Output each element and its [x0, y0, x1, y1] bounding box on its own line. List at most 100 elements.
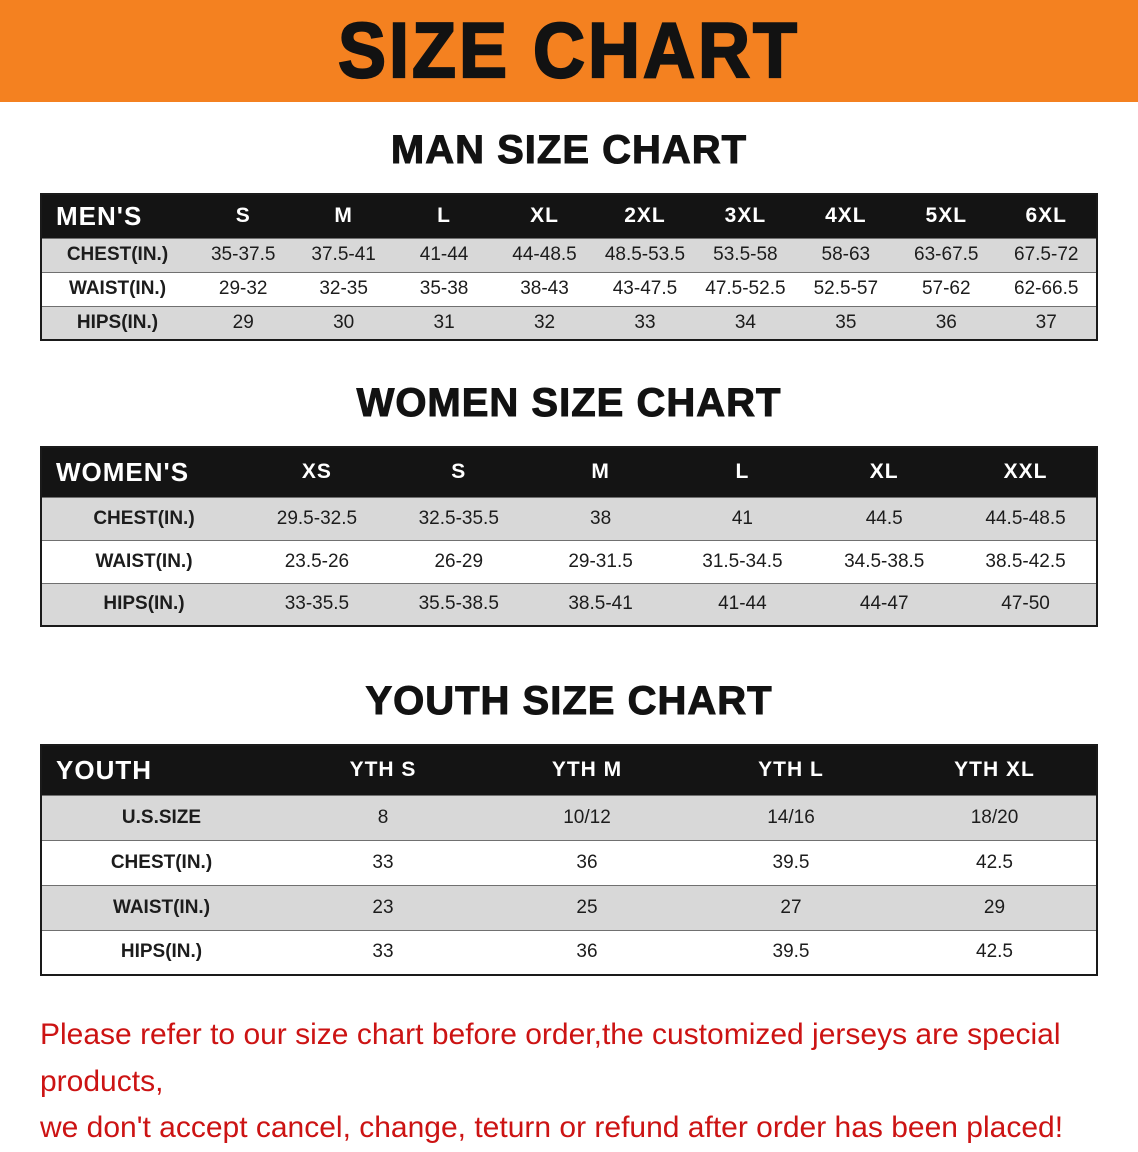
table-row: HIPS(IN.) 33-35.5 35.5-38.5 38.5-41 41-44 44-… — [41, 582, 1097, 627]
size-column-header: 3XL — [695, 194, 796, 238]
size-value-cell: 32 — [494, 305, 595, 341]
size-value-cell: 29-31.5 — [529, 539, 672, 584]
size-value-cell: 32-35 — [293, 271, 394, 307]
size-value-cell: 42.5 — [893, 929, 1097, 976]
size-value-cell: 34 — [695, 305, 796, 341]
table-row: WAIST(IN.) 29-32 32-35 35-38 38-43 43-47.5 47.… — [41, 271, 1097, 307]
size-chart-banner: SIZE CHART — [0, 0, 1138, 102]
size-column-header: YTH S — [281, 745, 485, 795]
size-value-cell: 14/16 — [689, 794, 893, 841]
size-value-cell: 38-43 — [494, 271, 595, 307]
size-value-cell: 38 — [529, 496, 672, 541]
table-corner-label: MEN'S — [41, 194, 193, 238]
size-column-header: L — [671, 447, 814, 497]
size-value-cell: 29-32 — [193, 271, 294, 307]
size-column-header: M — [529, 447, 672, 497]
size-value-cell: 23 — [281, 884, 485, 931]
table-header-row: YOUTH YTH S YTH M YTH L YTH XL — [41, 745, 1097, 795]
table-corner-label: WOMEN'S — [41, 447, 246, 497]
size-value-cell: 29 — [193, 305, 294, 341]
size-column-header: XXL — [955, 447, 1097, 497]
man-size-chart-heading: MAN SIZE CHART — [390, 128, 748, 173]
disclaimer-line-2: we don't accept cancel, change, teturn o… — [40, 1111, 1064, 1144]
size-column-header: XL — [494, 194, 595, 238]
row-label: CHEST(IN.) — [41, 839, 281, 886]
table-row: CHEST(IN.) 29.5-32.5 32.5-35.5 38 41 44.5 44.5… — [41, 496, 1097, 541]
size-value-cell: 44-48.5 — [494, 237, 595, 273]
row-label: WAIST(IN.) — [41, 884, 281, 931]
size-column-header: YTH L — [689, 745, 893, 795]
size-value-cell: 29.5-32.5 — [246, 496, 388, 541]
size-value-cell: 33 — [281, 839, 485, 886]
row-label: CHEST(IN.) — [41, 496, 246, 541]
size-value-cell: 35 — [795, 305, 897, 341]
size-value-cell: 30 — [293, 305, 394, 341]
size-value-cell: 39.5 — [689, 839, 893, 886]
size-column-header: XS — [246, 447, 388, 497]
size-value-cell: 23.5-26 — [246, 539, 388, 584]
size-value-cell: 36 — [896, 305, 997, 341]
size-value-cell: 62-66.5 — [996, 271, 1097, 307]
size-value-cell: 37.5-41 — [293, 237, 394, 273]
size-column-header: M — [293, 194, 394, 238]
mens-size-table: MEN'S S M L XL 2XL 3XL 4XL 5XL 6XL CHEST(IN.) 35-37… — [40, 193, 1098, 341]
size-value-cell: 31.5-34.5 — [671, 539, 814, 584]
size-value-cell: 32.5-35.5 — [387, 496, 530, 541]
size-value-cell: 41-44 — [671, 582, 814, 627]
size-value-cell: 33 — [281, 929, 485, 976]
size-value-cell: 26-29 — [387, 539, 530, 584]
size-value-cell: 35.5-38.5 — [387, 582, 530, 627]
youth-size-chart-heading: YOUTH SIZE CHART — [365, 679, 773, 724]
row-label: HIPS(IN.) — [41, 929, 281, 976]
table-header-row: MEN'S S M L XL 2XL 3XL 4XL 5XL 6XL — [41, 194, 1097, 238]
size-value-cell: 18/20 — [893, 794, 1097, 841]
table-row: HIPS(IN.) 33 36 39.5 42.5 — [41, 929, 1097, 976]
size-value-cell: 31 — [393, 305, 495, 341]
size-column-header: 2XL — [594, 194, 696, 238]
size-column-header: L — [393, 194, 495, 238]
size-column-header: YTH M — [485, 745, 689, 795]
size-value-cell: 38.5-42.5 — [955, 539, 1097, 584]
size-value-cell: 48.5-53.5 — [594, 237, 696, 273]
row-label: HIPS(IN.) — [41, 582, 246, 627]
size-value-cell: 47.5-52.5 — [695, 271, 796, 307]
table-row: U.S.SIZE 8 10/12 14/16 18/20 — [41, 794, 1097, 841]
size-value-cell: 39.5 — [689, 929, 893, 976]
size-column-header: YTH XL — [893, 745, 1097, 795]
womens-size-table: WOMEN'S XS S M L XL XXL CHEST(IN.) 29.5-32.5 32.5… — [40, 446, 1098, 627]
size-value-cell: 53.5-58 — [695, 237, 796, 273]
size-column-header: XL — [813, 447, 956, 497]
size-value-cell: 42.5 — [893, 839, 1097, 886]
size-value-cell: 25 — [485, 884, 689, 931]
size-column-header: 5XL — [896, 194, 997, 238]
size-value-cell: 35-37.5 — [193, 237, 294, 273]
youth-size-table: YOUTH YTH S YTH M YTH L YTH XL U.S.SIZE 8 10/12… — [40, 744, 1098, 976]
size-value-cell: 33 — [594, 305, 696, 341]
size-value-cell: 47-50 — [955, 582, 1097, 627]
size-value-cell: 10/12 — [485, 794, 689, 841]
row-label: U.S.SIZE — [41, 794, 281, 841]
size-value-cell: 43-47.5 — [594, 271, 696, 307]
table-row: CHEST(IN.) 35-37.5 37.5-41 41-44 44-48.5 48.5… — [41, 237, 1097, 273]
size-value-cell: 34.5-38.5 — [813, 539, 956, 584]
disclaimer-note: Please refer to our size chart before or… — [40, 1012, 1114, 1152]
table-row: WAIST(IN.) 23 25 27 29 — [41, 884, 1097, 931]
size-value-cell: 41-44 — [393, 237, 495, 273]
row-label: WAIST(IN.) — [41, 271, 193, 307]
size-value-cell: 52.5-57 — [795, 271, 897, 307]
table-row: WAIST(IN.) 23.5-26 26-29 29-31.5 31.5-34.5 34… — [41, 539, 1097, 584]
size-value-cell: 44.5-48.5 — [955, 496, 1097, 541]
size-value-cell: 44-47 — [813, 582, 956, 627]
size-value-cell: 33-35.5 — [246, 582, 388, 627]
table-row: HIPS(IN.) 29 30 31 32 33 34 35 36 37 — [41, 305, 1097, 341]
women-size-chart-heading: WOMEN SIZE CHART — [356, 381, 782, 426]
size-value-cell: 35-38 — [393, 271, 495, 307]
size-value-cell: 36 — [485, 929, 689, 976]
row-label: CHEST(IN.) — [41, 237, 193, 273]
size-value-cell: 29 — [893, 884, 1097, 931]
table-corner-label: YOUTH — [41, 745, 281, 795]
size-value-cell: 27 — [689, 884, 893, 931]
table-row: CHEST(IN.) 33 36 39.5 42.5 — [41, 839, 1097, 886]
banner-title: SIZE CHART — [337, 7, 800, 96]
size-value-cell: 36 — [485, 839, 689, 886]
